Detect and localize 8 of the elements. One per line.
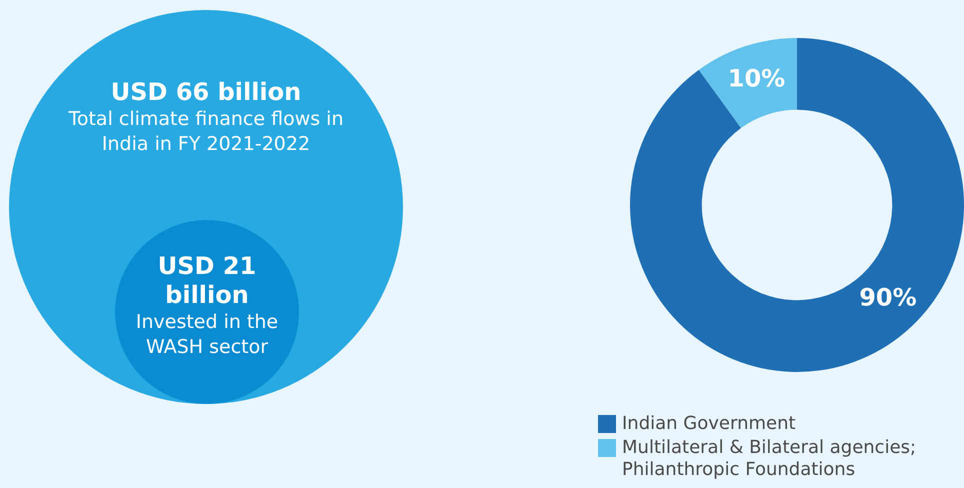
legend-label: Indian Government: [622, 413, 796, 435]
text: Invested in the WASH sector: [134, 310, 280, 360]
data-label: 90%: [859, 284, 917, 312]
text: Total climate finance flows in India in FY 2021-2022: [67, 107, 344, 157]
text: USD 66 billion: [110, 78, 302, 107]
legend-label: Multilateral & Bilateral agencies; Philanthropic Foundations: [622, 437, 918, 481]
text: USD 21 billion: [156, 252, 258, 310]
data-label: 10%: [728, 64, 786, 93]
